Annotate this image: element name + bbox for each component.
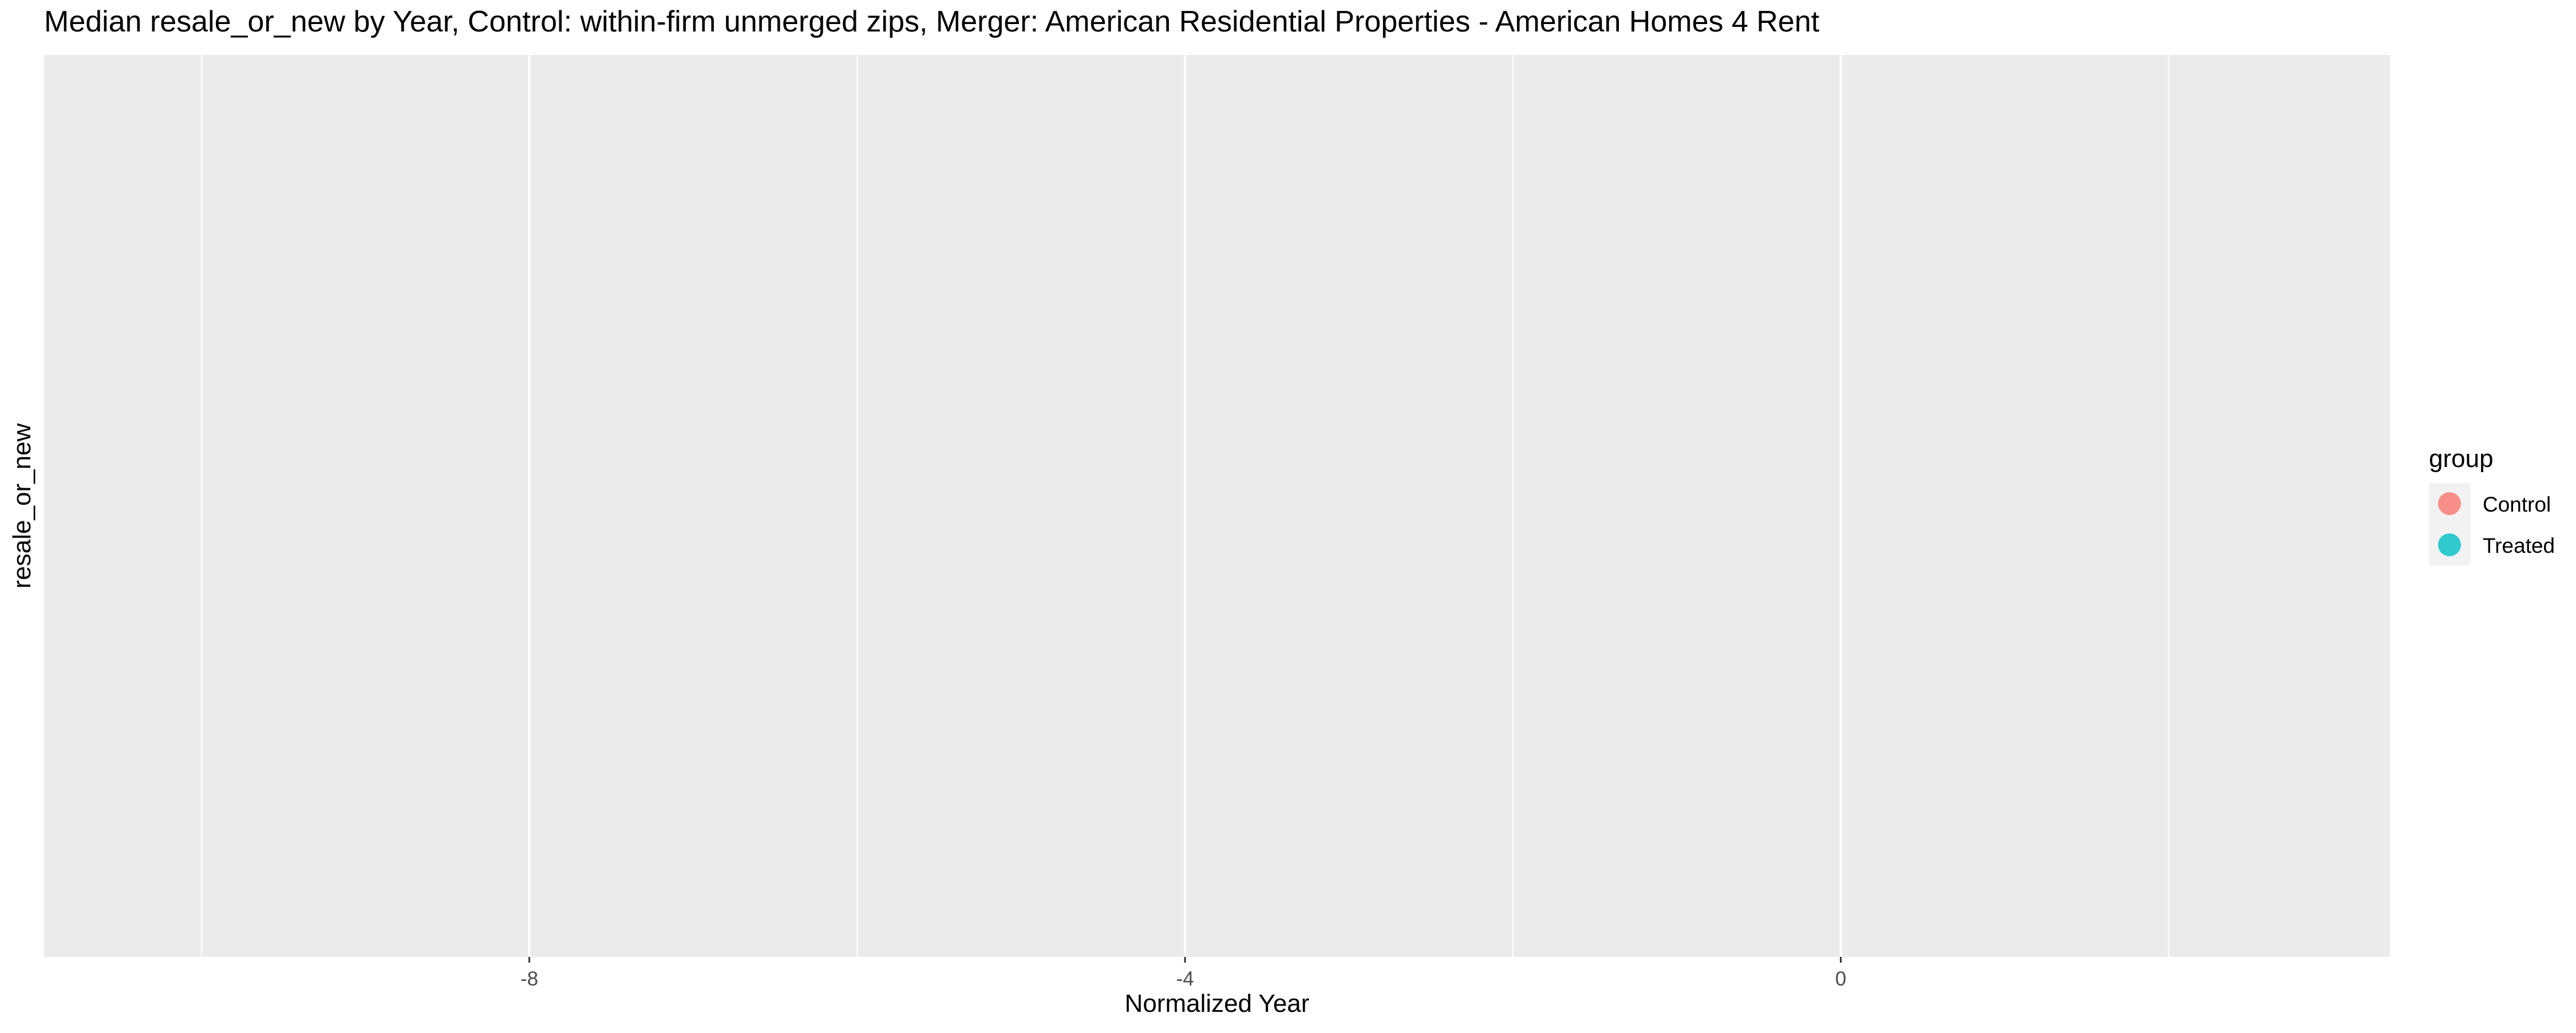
legend-key-treated (2438, 533, 2461, 556)
legend: group Control Treated (2429, 445, 2555, 565)
major-gridlines (528, 55, 1842, 957)
legend-label-control: Control (2483, 493, 2551, 516)
legend-entry-treated: Treated (2429, 524, 2555, 565)
y-axis-title: resale_or_new (8, 423, 36, 588)
x-axis-title: Normalized Year (1125, 990, 1310, 1018)
x-tick-label: -8 (520, 968, 538, 990)
legend-title: group (2429, 445, 2494, 473)
chart-title: Median resale_or_new by Year, Control: w… (44, 5, 1820, 38)
plot-panel (44, 55, 2390, 957)
legend-label-treated: Treated (2483, 534, 2555, 557)
x-axis-ticks: -8 -4 0 (520, 957, 1846, 990)
minor-gridlines (200, 55, 2170, 957)
legend-key-control (2438, 492, 2461, 515)
x-tick-label: -4 (1176, 968, 1194, 990)
x-tick-label: 0 (1835, 968, 1846, 990)
legend-entry-control: Control (2429, 483, 2551, 524)
